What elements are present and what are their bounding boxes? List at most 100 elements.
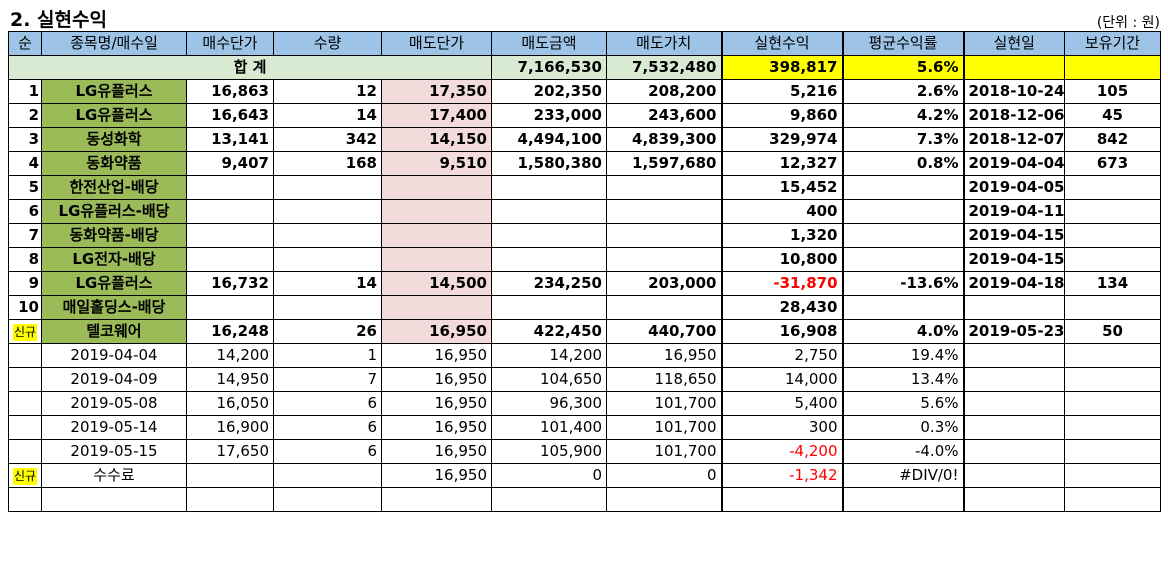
sell-amount[interactable] [491, 199, 607, 224]
buy-price[interactable]: 16,863 [186, 79, 274, 104]
buy-date[interactable]: 2019-04-09 [41, 367, 187, 392]
realized-profit[interactable]: -31,870 [720, 271, 844, 296]
stock-name[interactable]: LG유플러스 [41, 271, 187, 296]
avg-rate[interactable]: 4.0% [842, 319, 965, 344]
buy-price[interactable] [186, 463, 274, 488]
header-cell[interactable]: 매도금액 [491, 31, 607, 56]
row-number[interactable]: 10 [8, 295, 42, 320]
realized-profit[interactable]: -1,342 [720, 463, 844, 488]
buy-price[interactable]: 16,643 [186, 103, 274, 128]
realized-date[interactable]: 2019-05-23 [963, 319, 1065, 344]
sell-amount[interactable]: 104,650 [491, 367, 607, 392]
header-cell[interactable]: 실현일 [963, 31, 1065, 56]
row-number[interactable] [8, 343, 42, 368]
avg-rate[interactable]: -13.6% [842, 271, 965, 296]
total-avg-rate[interactable]: 5.6% [842, 55, 965, 80]
holding-period[interactable] [1064, 463, 1161, 488]
realized-date[interactable]: 2019-04-15 [963, 223, 1065, 248]
row-number[interactable]: 3 [8, 127, 42, 152]
quantity[interactable] [273, 295, 382, 320]
sell-amount[interactable]: 233,000 [491, 103, 607, 128]
stock-name[interactable]: 한전산업-배당 [41, 175, 187, 200]
realized-profit[interactable]: 400 [720, 199, 844, 224]
sell-amount[interactable] [491, 175, 607, 200]
buy-price[interactable]: 16,900 [186, 415, 274, 440]
realized-date[interactable]: 2018-10-24 [963, 79, 1065, 104]
sell-price[interactable]: 9,510 [381, 151, 492, 176]
sell-price[interactable] [381, 223, 492, 248]
avg-rate[interactable]: 2.6% [842, 79, 965, 104]
buy-price[interactable]: 16,248 [186, 319, 274, 344]
header-cell[interactable]: 수량 [273, 31, 382, 56]
avg-rate[interactable]: #DIV/0! [842, 463, 965, 488]
sell-amount[interactable]: 202,350 [491, 79, 607, 104]
holding-period[interactable] [1064, 175, 1161, 200]
empty-cell[interactable] [381, 487, 492, 512]
sell-value[interactable]: 243,600 [606, 103, 722, 128]
realized-profit[interactable]: 329,974 [720, 127, 844, 152]
holding-period[interactable] [1064, 439, 1161, 464]
row-number[interactable] [8, 367, 42, 392]
stock-name[interactable]: 텔코웨어 [41, 319, 187, 344]
sell-value[interactable] [606, 175, 722, 200]
sell-value[interactable] [606, 295, 722, 320]
row-number[interactable]: 1 [8, 79, 42, 104]
stock-name[interactable]: 동화약품-배당 [41, 223, 187, 248]
quantity[interactable]: 6 [273, 391, 382, 416]
avg-rate[interactable]: 0.3% [842, 415, 965, 440]
sell-price[interactable] [381, 199, 492, 224]
empty-cell[interactable] [1064, 487, 1161, 512]
buy-price[interactable]: 14,950 [186, 367, 274, 392]
sell-value[interactable]: 101,700 [606, 391, 722, 416]
sell-amount[interactable] [491, 223, 607, 248]
buy-price[interactable]: 16,732 [186, 271, 274, 296]
realized-date[interactable] [963, 343, 1065, 368]
row-number[interactable] [8, 391, 42, 416]
quantity[interactable]: 14 [273, 103, 382, 128]
sell-price[interactable]: 14,500 [381, 271, 492, 296]
buy-price[interactable]: 9,407 [186, 151, 274, 176]
empty-cell[interactable] [8, 487, 42, 512]
realized-profit[interactable]: 14,000 [720, 367, 844, 392]
stock-name[interactable]: 매일홀딩스-배당 [41, 295, 187, 320]
avg-rate[interactable]: 0.8% [842, 151, 965, 176]
sell-amount[interactable]: 4,494,100 [491, 127, 607, 152]
realized-date[interactable]: 2019-04-18 [963, 271, 1065, 296]
stock-name[interactable]: LG유플러스-배당 [41, 199, 187, 224]
avg-rate[interactable] [842, 223, 965, 248]
realized-profit[interactable]: 15,452 [720, 175, 844, 200]
realized-profit[interactable]: -4,200 [720, 439, 844, 464]
quantity[interactable]: 12 [273, 79, 382, 104]
row-number[interactable] [8, 415, 42, 440]
empty-cell[interactable] [963, 487, 1065, 512]
quantity[interactable]: 6 [273, 439, 382, 464]
sell-value[interactable]: 118,650 [606, 367, 722, 392]
empty-cell[interactable] [842, 487, 965, 512]
avg-rate[interactable] [842, 175, 965, 200]
sell-amount[interactable] [491, 295, 607, 320]
realized-date[interactable] [963, 439, 1065, 464]
header-cell[interactable]: 매도가치 [606, 31, 722, 56]
holding-period[interactable]: 134 [1064, 271, 1161, 296]
holding-period[interactable] [1064, 199, 1161, 224]
stock-name[interactable]: LG유플러스 [41, 79, 187, 104]
total-profit[interactable]: 398,817 [720, 55, 844, 80]
quantity[interactable] [273, 247, 382, 272]
buy-price[interactable] [186, 295, 274, 320]
realized-profit[interactable]: 5,400 [720, 391, 844, 416]
empty-cell[interactable] [606, 487, 722, 512]
holding-period[interactable]: 50 [1064, 319, 1161, 344]
buy-price[interactable] [186, 199, 274, 224]
quantity[interactable]: 6 [273, 415, 382, 440]
row-number[interactable]: 신규 [8, 319, 42, 344]
sell-amount[interactable]: 96,300 [491, 391, 607, 416]
buy-price[interactable] [186, 247, 274, 272]
total-sell-value[interactable]: 7,532,480 [606, 55, 722, 80]
avg-rate[interactable]: 7.3% [842, 127, 965, 152]
stock-name[interactable]: 동성화학 [41, 127, 187, 152]
total-date-empty[interactable] [963, 55, 1065, 80]
empty-cell[interactable] [720, 487, 844, 512]
holding-period[interactable] [1064, 367, 1161, 392]
quantity[interactable]: 26 [273, 319, 382, 344]
quantity[interactable] [273, 199, 382, 224]
